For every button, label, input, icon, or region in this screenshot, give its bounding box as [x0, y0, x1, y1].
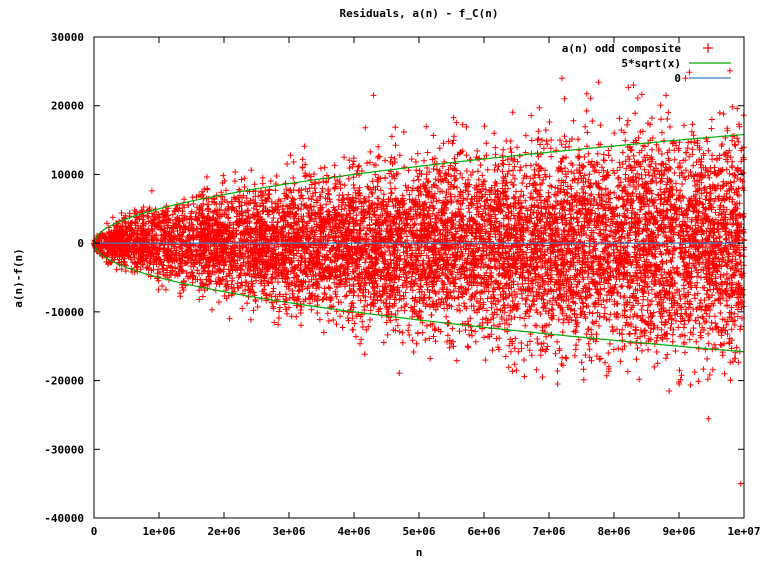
chart-title: Residuals, a(n) - f_C(n): [340, 7, 499, 20]
x-tick-label: 1e+07: [727, 525, 760, 538]
y-tick-label: 30000: [51, 31, 84, 44]
x-tick-label: 3e+06: [272, 525, 305, 538]
sqrt-curve-upper: [93, 133, 745, 244]
y-tick-label: -30000: [44, 443, 84, 456]
y-tick-label: -40000: [44, 512, 84, 525]
y-tick-label: 10000: [51, 168, 84, 181]
legend-label-zero: 0: [674, 72, 681, 85]
x-tick-label: 0: [91, 525, 98, 538]
axis-ticks: 0 1e+06 2e+06 3e+06 4e+06 5e+06 6e+06 7e+06 8e+0…: [44, 31, 760, 538]
x-tick-label: 5e+06: [402, 525, 435, 538]
x-tick-label: 6e+06: [467, 525, 500, 538]
sqrt-curve-lower: [93, 242, 745, 353]
x-tick-label: 2e+06: [207, 525, 240, 538]
x-tick-label: 8e+06: [597, 525, 630, 538]
legend-marker-plus: [703, 43, 713, 53]
x-tick-label: 4e+06: [337, 525, 370, 538]
y-tick-label: -10000: [44, 306, 84, 319]
x-tick-label: 7e+06: [532, 525, 565, 538]
legend-label-odd-composite: a(n) odd composite: [562, 42, 682, 55]
curves-layer: [93, 133, 745, 353]
y-axis-label: a(n)-f(n): [12, 248, 25, 308]
y-tick-label: 20000: [51, 100, 84, 113]
y-tick-label: -20000: [44, 375, 84, 388]
legend: a(n) odd composite 5*sqrt(x) 0: [562, 42, 731, 85]
legend-plus-glyph: [703, 43, 713, 53]
x-tick-label: 9e+06: [662, 525, 695, 538]
x-axis-label: n: [416, 546, 423, 559]
y-tick-label: 0: [77, 237, 84, 250]
scatter-points-layer: [91, 67, 747, 487]
legend-label-sqrt: 5*sqrt(x): [621, 57, 681, 70]
x-tick-label: 1e+06: [142, 525, 175, 538]
scatter-points: [91, 67, 747, 487]
